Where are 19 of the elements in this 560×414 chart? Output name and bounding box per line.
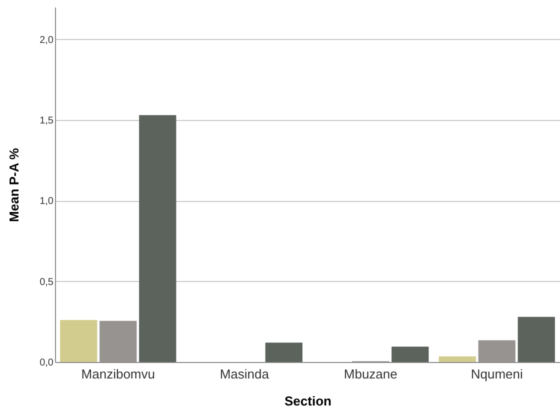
x-tick-label: Nqumeni bbox=[470, 366, 523, 382]
bar bbox=[265, 342, 302, 362]
x-tick-label: Manzibomvu bbox=[81, 366, 155, 382]
y-tick-label: 2,0 bbox=[40, 34, 54, 46]
bar bbox=[438, 356, 476, 362]
bar bbox=[478, 340, 516, 362]
x-tick-label: Mbuzane bbox=[344, 366, 398, 382]
y-tick-label: 1,5 bbox=[40, 115, 54, 126]
bar bbox=[518, 316, 555, 362]
y-tick-label: 0,5 bbox=[40, 276, 54, 288]
bar bbox=[100, 320, 137, 362]
bar bbox=[392, 346, 429, 362]
x-tick-label: Masinda bbox=[220, 366, 270, 382]
y-axis-title: Mean P-A % bbox=[6, 148, 22, 222]
y-tick-label: 0,0 bbox=[40, 358, 54, 368]
bar bbox=[60, 320, 98, 362]
x-axis-title: Section bbox=[284, 394, 332, 408]
bar bbox=[139, 115, 176, 362]
y-tick-label: 1,0 bbox=[40, 196, 54, 208]
